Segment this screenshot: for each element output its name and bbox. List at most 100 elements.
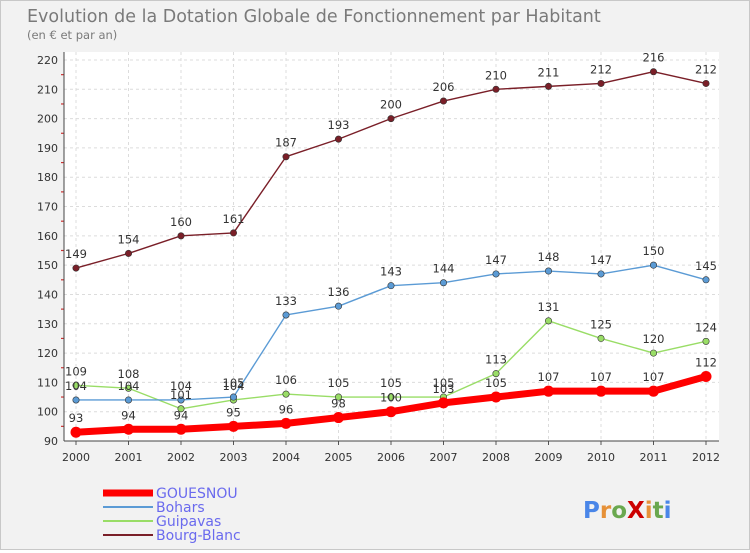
data-labels: 149 154 160 161 187 193 200 206 210 211 212 216 212 1…	[65, 51, 717, 425]
data-label-bourg-blanc: 210	[485, 68, 507, 82]
data-point-guipavas	[282, 390, 290, 398]
data-point-gouesnou	[595, 385, 607, 397]
data-label-guipavas: 105	[328, 376, 350, 390]
data-label-bourg-blanc: 206	[433, 80, 455, 94]
data-label-bohars: 133	[275, 294, 297, 308]
logo-letter: i	[664, 498, 672, 524]
data-point-gouesnou	[280, 417, 292, 429]
legend-label-gouesnou: GOUESNOU	[156, 486, 238, 502]
data-point-guipavas	[702, 337, 710, 345]
data-point-gouesnou	[228, 420, 239, 432]
data-label-bohars: 148	[538, 250, 560, 264]
y-tick-label: 130	[37, 318, 58, 331]
data-label-bohars: 136	[328, 285, 350, 299]
data-point-bourg-blanc	[282, 153, 290, 161]
data-point-guipavas	[492, 370, 500, 378]
legend-label-bourg-blanc: Bourg-Blanc	[156, 528, 241, 544]
data-label-guipavas: 104	[223, 379, 245, 393]
data-point-bourg-blanc	[72, 264, 80, 272]
x-tick-label: 2006	[377, 451, 405, 464]
logo-letter: r	[600, 498, 612, 524]
data-label-gouesnou: 93	[69, 411, 84, 425]
data-point-bohars	[282, 311, 290, 319]
data-label-guipavas: 125	[590, 317, 612, 331]
data-point-bourg-blanc	[230, 229, 238, 237]
data-point-bohars	[544, 267, 552, 275]
logo-text: ProXiti	[583, 498, 672, 524]
data-point-guipavas	[387, 393, 395, 401]
data-label-gouesnou: 103	[433, 382, 455, 396]
y-tick-label: 220	[37, 54, 58, 67]
x-tick-label: 2001	[115, 451, 143, 464]
y-tick-label: 110	[37, 376, 58, 389]
data-point-guipavas	[597, 334, 605, 342]
data-label-gouesnou: 95	[226, 405, 241, 419]
y-tick-label: 100	[37, 406, 58, 419]
x-tick-label: 2009	[535, 451, 563, 464]
data-label-bohars: 150	[643, 244, 665, 258]
y-tick-label: 200	[37, 113, 58, 126]
x-tick-label: 2011	[640, 451, 668, 464]
y-tick-label: 140	[37, 288, 58, 301]
data-point-bourg-blanc	[334, 135, 342, 143]
data-point-bohars	[702, 276, 710, 284]
x-tick-label: 2007	[430, 451, 458, 464]
data-label-bourg-blanc: 149	[65, 247, 87, 261]
data-point-bourg-blanc	[492, 85, 500, 93]
data-label-bourg-blanc: 200	[380, 98, 402, 112]
data-point-bourg-blanc	[387, 115, 395, 123]
data-label-bourg-blanc: 212	[695, 62, 717, 76]
data-label-bourg-blanc: 216	[643, 51, 665, 65]
data-point-bohars	[597, 270, 605, 278]
data-label-guipavas: 120	[643, 332, 665, 346]
x-tick-label: 2012	[692, 451, 720, 464]
series-layer	[70, 68, 712, 438]
data-label-gouesnou: 94	[174, 408, 189, 422]
data-point-gouesnou	[123, 423, 134, 435]
data-point-gouesnou	[333, 412, 344, 424]
data-point-gouesnou	[543, 385, 554, 397]
logo-letter: X	[627, 498, 645, 524]
data-label-bohars: 104	[170, 379, 192, 393]
data-point-gouesnou	[438, 397, 449, 409]
data-label-guipavas: 124	[695, 320, 717, 334]
y-tick-label: 190	[37, 142, 58, 155]
data-point-bourg-blanc	[439, 97, 447, 105]
logo-letter: i	[645, 498, 653, 524]
x-tick-label: 2008	[482, 451, 510, 464]
data-label-bourg-blanc: 161	[223, 212, 245, 226]
data-point-bohars	[649, 261, 657, 269]
data-label-gouesnou: 100	[380, 391, 402, 405]
axes: 90 100 110 120 130 140 150 160 170 180 190 200 210 22…	[37, 52, 720, 464]
data-point-guipavas	[177, 405, 185, 413]
y-tick-label: 150	[37, 259, 58, 272]
data-point-guipavas	[544, 317, 552, 325]
x-tick-label: 2005	[325, 451, 353, 464]
data-label-guipavas: 105	[433, 376, 455, 390]
data-point-bohars	[72, 396, 80, 404]
data-label-gouesnou: 107	[590, 370, 612, 384]
data-label-gouesnou: 107	[643, 370, 665, 384]
data-label-guipavas: 113	[485, 353, 507, 367]
data-point-gouesnou	[175, 423, 187, 435]
chart-subtitle: (en € et par an)	[27, 28, 117, 42]
y-tick-label: 210	[37, 83, 58, 96]
logo-letter: P	[583, 498, 600, 524]
data-label-bohars: 145	[695, 259, 717, 273]
data-point-guipavas	[649, 349, 657, 357]
data-label-guipavas: 131	[538, 300, 560, 314]
data-label-bourg-blanc: 160	[170, 215, 192, 229]
data-label-gouesnou: 107	[538, 370, 560, 384]
legend-label-bohars: Bohars	[156, 500, 205, 516]
data-label-guipavas: 108	[118, 367, 140, 381]
data-point-guipavas	[334, 393, 342, 401]
y-tick-label: 90	[44, 435, 58, 448]
data-label-bourg-blanc: 212	[590, 62, 612, 76]
data-label-bourg-blanc: 154	[118, 232, 140, 246]
data-label-bohars: 104	[118, 379, 140, 393]
data-point-bourg-blanc	[702, 79, 710, 87]
data-point-gouesnou	[700, 371, 712, 383]
logo-letter: t	[653, 498, 664, 524]
